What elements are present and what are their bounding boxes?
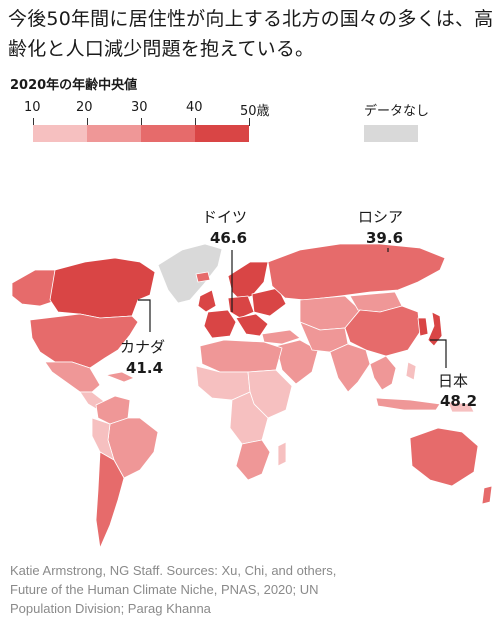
turkey (261, 329, 301, 345)
legend-tick-mark (195, 118, 196, 126)
japan-callout-value: 48.2 (440, 392, 477, 410)
legend-title: 2020年の年齢中央値 (10, 78, 138, 93)
legend-tick-mark (33, 118, 34, 126)
scandinavia (227, 261, 269, 301)
no-data-label: データなし (364, 104, 430, 119)
legend-swatch-30-40 (141, 125, 195, 142)
germany-callout-value: 46.6 (210, 229, 247, 247)
no-data-swatch (364, 125, 418, 142)
australia (409, 427, 479, 487)
central-africa (229, 391, 269, 445)
alaska (11, 269, 59, 307)
india (329, 343, 371, 393)
legend-tick: 40 (186, 100, 203, 115)
legend-tick: 50歳 (240, 104, 270, 119)
argentina-chile (95, 451, 125, 549)
france-iberia (203, 309, 237, 339)
legend-swatch-20-30 (87, 125, 141, 142)
japan (427, 311, 443, 347)
legend-tick: 30 (131, 100, 148, 115)
middle-east (275, 339, 319, 385)
legend-tick-mark (249, 118, 250, 126)
canada-leader-line (138, 299, 151, 332)
legend-tick: 10 (24, 100, 41, 115)
southern-africa (235, 439, 271, 481)
legend-tick-mark (141, 118, 142, 126)
eastern-europe (251, 287, 287, 317)
greenland (157, 243, 223, 304)
russia-callout-value: 39.6 (366, 229, 403, 247)
caribbean (105, 371, 135, 383)
iceland (195, 271, 211, 283)
world-map: ドイツ 46.6 ロシア 39.6 カナダ 41.4 日本 48.2 (11, 208, 493, 549)
page-title: 今後50年間に居住性が向上する北方の国々の多くは、高齢化と人口減少問題を抱えてい… (8, 8, 494, 60)
southeast-asia (369, 355, 397, 391)
uk-ireland (197, 289, 217, 313)
italy-balkans (235, 313, 269, 337)
russia-callout-name: ロシア (358, 208, 403, 226)
legend-tick: 20 (76, 100, 93, 115)
philippines (405, 361, 417, 381)
legend-tick-mark (87, 118, 88, 126)
legend-scale: 10 20 30 40 50歳 (0, 100, 500, 126)
canada (49, 257, 156, 319)
germany-central (227, 295, 255, 319)
indonesia (375, 397, 441, 411)
japan-leader-line (430, 339, 447, 368)
japan-callout-name: 日本 (438, 372, 468, 390)
korea (417, 317, 429, 337)
russia (267, 243, 446, 301)
new-guinea (447, 401, 475, 413)
canada-callout-value: 41.4 (126, 359, 163, 377)
germany-callout-name: ドイツ (202, 208, 247, 226)
usa (29, 313, 139, 369)
source-credit: Katie Armstrong, NG Staff. Sources: Xu, … (10, 563, 337, 616)
north-africa (199, 339, 283, 373)
madagascar (277, 441, 287, 467)
legend-swatch-10-20 (33, 125, 87, 142)
canada-callout-name: カナダ (120, 338, 165, 356)
legend-swatch-40-50 (195, 125, 249, 142)
new-zealand (481, 485, 493, 505)
